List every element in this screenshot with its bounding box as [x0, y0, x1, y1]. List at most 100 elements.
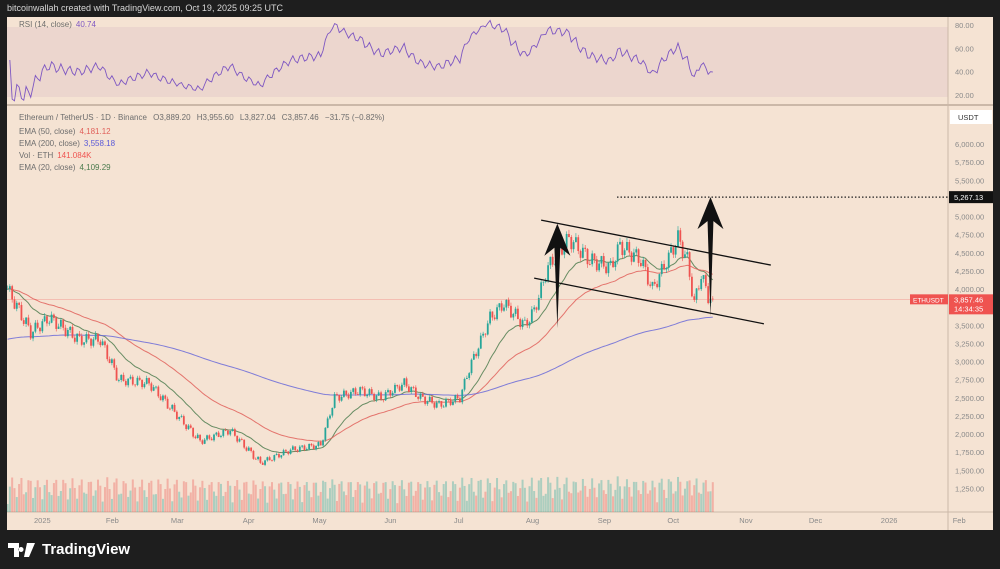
volume-bar	[667, 479, 670, 512]
candle-body	[203, 439, 206, 444]
candle-body	[438, 401, 440, 403]
volume-bar	[600, 480, 603, 512]
volume-bar	[222, 496, 225, 512]
volume-bar	[340, 481, 343, 512]
volume-bar	[384, 482, 387, 512]
volume-bar	[447, 497, 450, 512]
rsi-value: 40.74	[75, 20, 96, 29]
volume-bar	[319, 491, 322, 512]
volume-bar	[354, 490, 357, 512]
volume-bar	[442, 484, 445, 512]
volume-bar	[117, 494, 120, 512]
candle-body	[322, 440, 324, 446]
volume-bar	[709, 491, 712, 512]
volume-bar	[505, 480, 508, 512]
volume-bar	[185, 482, 188, 512]
ohlc-high: H3,955.60	[196, 113, 234, 122]
price-tick-label: 6,000.00	[955, 140, 984, 149]
volume-bar	[417, 482, 420, 512]
candle-body	[90, 338, 92, 346]
candle-body	[294, 446, 297, 451]
volume-bar	[85, 493, 88, 512]
candle-body	[461, 389, 464, 403]
candle-body	[547, 265, 549, 282]
candle-body	[32, 331, 34, 339]
volume-bar	[400, 480, 403, 512]
volume-bar	[619, 486, 621, 512]
volume-bar	[240, 499, 243, 512]
volume-bar	[180, 497, 183, 512]
candle-body	[57, 326, 60, 329]
candle-body	[78, 333, 81, 336]
price-chart[interactable]: 6,000.00 5,750.00 5,500.00 5,000.00 4,750.00…	[7, 17, 993, 530]
candle-body	[579, 250, 582, 258]
volume-bar	[651, 480, 654, 512]
candle-body	[361, 387, 364, 389]
ema50-line	[7, 264, 714, 442]
volume-bar	[686, 481, 689, 512]
volume-bar	[264, 486, 267, 512]
volume-bar	[106, 477, 109, 512]
volume-bar	[22, 494, 25, 512]
volume-bar	[516, 495, 519, 512]
volume-bar	[363, 485, 366, 512]
channel-upper-line	[540, 219, 771, 266]
candle-body	[73, 337, 76, 342]
candle-body	[442, 406, 445, 408]
price-tick-label: 3,250.00	[955, 339, 984, 348]
candle-body	[185, 424, 188, 430]
target-price-badge	[949, 191, 993, 204]
volume-bar	[542, 495, 545, 512]
volume-bar	[479, 479, 482, 512]
volume-bar	[658, 482, 661, 512]
candle-body	[674, 246, 677, 255]
volume-bar	[677, 476, 679, 512]
candle-body	[658, 274, 661, 288]
candle-body	[273, 455, 276, 461]
volume-bar	[412, 495, 415, 512]
volume-bar	[630, 496, 633, 512]
candle-body	[289, 449, 292, 454]
volume-bar	[206, 499, 209, 512]
volume-bar	[419, 483, 422, 512]
volume-bar	[271, 482, 273, 512]
candle-body	[247, 447, 250, 451]
volume-bar	[387, 498, 389, 512]
volume-bar	[164, 489, 167, 512]
volume-bar	[252, 480, 255, 512]
volume-bar	[393, 485, 396, 512]
volume-bar	[700, 493, 703, 512]
candle-body	[329, 415, 331, 419]
chart-panel[interactable]: 6,000.00 5,750.00 5,500.00 5,000.00 4,750.00…	[7, 17, 993, 530]
volume-bar	[482, 497, 485, 512]
volume-bar	[134, 487, 137, 512]
candle-body	[312, 445, 315, 450]
candle-body	[157, 386, 160, 397]
volume-bar	[303, 485, 306, 512]
volume-bar	[380, 492, 383, 512]
time-tick-label: Apr	[243, 516, 255, 525]
volume-bar	[567, 491, 570, 512]
volume-bar	[586, 496, 589, 512]
volume-bar	[456, 500, 459, 512]
candle-body	[359, 387, 362, 395]
candle-body	[672, 247, 675, 255]
candle-body	[206, 435, 208, 440]
candle-body	[208, 435, 211, 439]
candle-body	[493, 317, 496, 320]
candle-body	[83, 342, 85, 345]
volume-bar	[175, 479, 178, 512]
volume-bar	[247, 493, 250, 512]
candle-body	[254, 458, 257, 460]
candle-body	[394, 384, 396, 393]
time-tick-label: Sep	[598, 516, 611, 525]
candle-body	[530, 309, 533, 323]
volume-bar	[143, 490, 146, 512]
candle-body	[129, 376, 132, 379]
volume-bar	[15, 497, 18, 512]
candle-body	[280, 455, 283, 458]
volume-bar	[199, 487, 202, 512]
candle-body	[677, 230, 679, 247]
candle-body	[187, 425, 190, 430]
tradingview-logo-icon	[8, 542, 35, 557]
